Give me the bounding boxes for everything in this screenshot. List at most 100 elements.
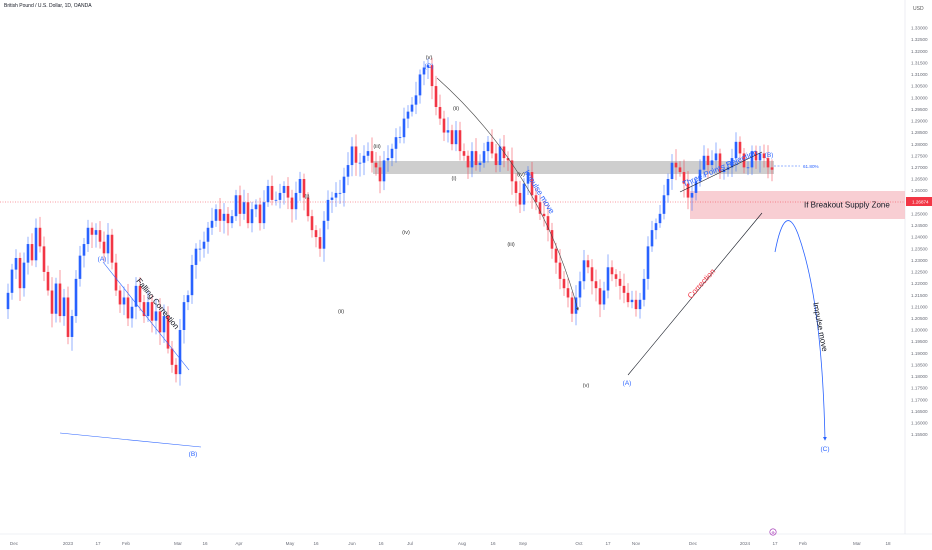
candle-down xyxy=(438,106,442,119)
candle-up xyxy=(278,192,282,200)
wave-label-v-bottom: (v) xyxy=(583,383,590,389)
candle-down xyxy=(534,195,538,203)
candle-up xyxy=(578,281,582,298)
price-tick-label: 1.28500 xyxy=(911,130,928,135)
candle-down xyxy=(530,172,534,196)
candle-down xyxy=(270,185,274,200)
candle-up xyxy=(746,167,750,169)
candle-down xyxy=(174,364,178,375)
candle-down xyxy=(378,167,382,182)
candle-up xyxy=(394,137,398,149)
time-tick-label: 16 xyxy=(378,541,384,546)
time-tick-label: 16 xyxy=(490,541,496,546)
candle-up xyxy=(242,202,246,214)
wave-label-ii-sub: (ii) xyxy=(453,106,459,112)
candle-up xyxy=(122,297,126,305)
candle-up xyxy=(78,255,82,279)
price-tick-label: 1.23000 xyxy=(911,258,928,263)
wave-label-C-right: (C) xyxy=(820,446,829,453)
price-tick-label: 1.31500 xyxy=(911,60,928,65)
candle-up xyxy=(582,260,586,282)
time-tick-label: Dec xyxy=(689,541,698,546)
price-tick-label: 1.25000 xyxy=(911,211,928,216)
candle-down xyxy=(142,302,146,317)
candle-up xyxy=(470,151,474,168)
rejection-resistance-line xyxy=(679,151,763,193)
candle-down xyxy=(466,155,470,168)
candle-down xyxy=(38,227,42,247)
wave-label-A-right: (A) xyxy=(623,380,632,387)
candle-up xyxy=(106,234,110,254)
candle-down xyxy=(126,297,130,319)
candle-down xyxy=(510,160,514,182)
falling-correction-upper-line xyxy=(102,261,190,371)
candle-down xyxy=(258,204,262,224)
candle-up xyxy=(730,158,734,168)
candle-up xyxy=(250,209,254,224)
candle-down xyxy=(46,271,50,291)
time-axis[interactable]: Dec 2023 17 Feb Mar 16 Apr May 16 Jun 16 Jul Aug 16 Se… xyxy=(10,541,891,546)
price-tick-label: 1.20500 xyxy=(911,316,928,321)
candle-down xyxy=(766,158,770,168)
candle-down xyxy=(226,213,230,224)
candle-up xyxy=(658,213,662,224)
candle-down xyxy=(114,262,118,291)
candle-up xyxy=(758,153,762,161)
wave-label-iv-sub: (iv) xyxy=(517,172,525,178)
time-tick-label: Sep xyxy=(519,541,528,546)
candle-up xyxy=(414,95,418,105)
time-tick-label: Dec xyxy=(10,541,19,546)
candle-up xyxy=(446,130,450,133)
candle-up xyxy=(254,204,258,210)
wave-label-A-left: (A) xyxy=(98,256,107,263)
candle-up xyxy=(482,151,486,163)
candle-up xyxy=(82,244,86,256)
candle-down xyxy=(58,283,62,317)
candle-up xyxy=(698,169,702,182)
wave-label-ii: (ii) xyxy=(338,309,344,315)
candle-down xyxy=(306,197,310,217)
candle-up xyxy=(186,295,190,303)
price-tick-label: 1.17500 xyxy=(911,386,928,391)
candle-up xyxy=(478,162,482,166)
candle-up xyxy=(526,172,530,184)
event-marker-icon[interactable] xyxy=(769,528,777,536)
wave-label-B-left: (B) xyxy=(189,451,198,458)
candle-up xyxy=(202,241,206,249)
candle-up xyxy=(194,248,198,265)
last-price-text: 1.26874 xyxy=(912,200,929,205)
candle-up xyxy=(398,137,402,138)
candle-up xyxy=(266,185,270,203)
candle-down xyxy=(50,290,54,314)
candle-down xyxy=(430,65,434,87)
time-tick-label: May xyxy=(286,541,295,546)
candle-down xyxy=(318,237,322,249)
price-tick-label: 1.20000 xyxy=(911,328,928,333)
falling-correction-lower-line xyxy=(59,432,202,448)
correction-support-line xyxy=(627,212,763,376)
candle-down xyxy=(618,278,622,286)
price-tick-label: 1.21500 xyxy=(911,293,928,298)
candle-down xyxy=(550,230,554,249)
time-tick-label: Aug xyxy=(458,541,467,546)
candle-down xyxy=(762,153,766,159)
candle-down xyxy=(610,267,614,275)
candle-down xyxy=(238,195,242,214)
price-tick-label: 1.21000 xyxy=(911,304,928,309)
candle-up xyxy=(178,330,182,375)
candle-down xyxy=(458,130,462,152)
candle-down xyxy=(42,246,46,272)
price-tick-label: 1.29500 xyxy=(911,107,928,112)
wave-label-B-right: (B) xyxy=(765,152,774,159)
time-tick-label: 17 xyxy=(772,541,778,546)
candle-down xyxy=(490,141,494,154)
candle-down xyxy=(310,216,314,231)
wave-label-iii-sub: (iii) xyxy=(507,242,514,248)
price-axis[interactable]: 1.33000 1.32500 1.32000 1.31500 1.31000 1.305… xyxy=(911,26,928,438)
candle-up xyxy=(422,67,426,75)
candle-up xyxy=(294,192,298,210)
candle-up xyxy=(230,216,234,224)
candle-up xyxy=(630,299,634,303)
candle-up xyxy=(654,223,658,231)
